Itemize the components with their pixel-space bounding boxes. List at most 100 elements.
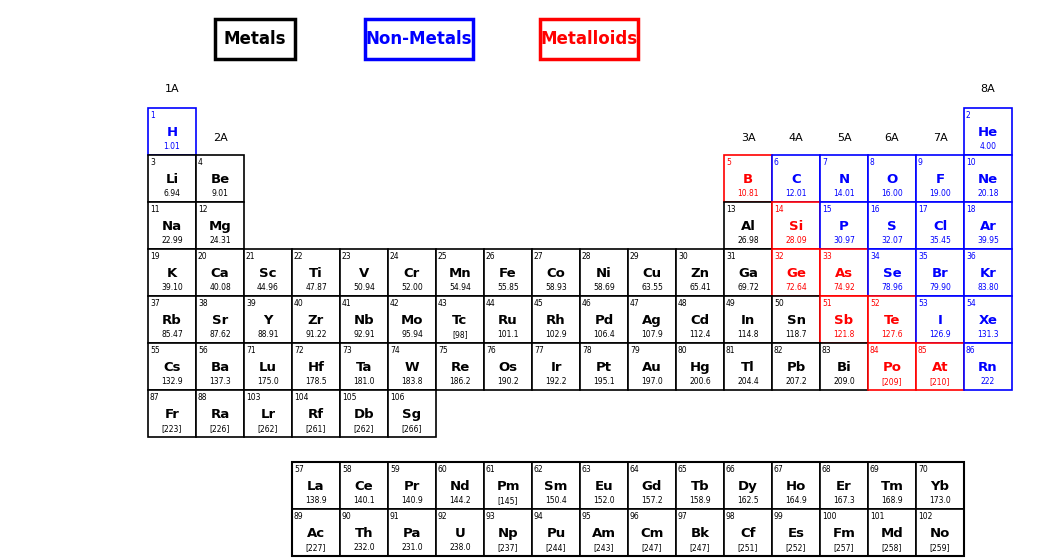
Text: In: In bbox=[741, 314, 755, 327]
Text: La: La bbox=[307, 480, 325, 493]
Bar bbox=[532, 343, 580, 390]
Text: Ga: Ga bbox=[739, 267, 757, 280]
Text: 7: 7 bbox=[822, 158, 827, 167]
Text: 32.07: 32.07 bbox=[882, 236, 903, 245]
Text: Metals: Metals bbox=[224, 30, 286, 48]
Bar bbox=[148, 390, 196, 437]
Bar bbox=[820, 509, 868, 556]
Text: Pr: Pr bbox=[404, 480, 420, 493]
Text: H: H bbox=[166, 126, 178, 139]
Bar bbox=[916, 462, 964, 509]
Text: Er: Er bbox=[836, 480, 852, 493]
Text: [262]: [262] bbox=[353, 424, 375, 433]
Bar bbox=[148, 343, 196, 390]
Text: [145]: [145] bbox=[498, 496, 519, 505]
Bar bbox=[580, 249, 628, 296]
Text: 8: 8 bbox=[870, 158, 875, 167]
Text: [261]: [261] bbox=[306, 424, 326, 433]
Text: [262]: [262] bbox=[258, 424, 278, 433]
Bar bbox=[532, 509, 580, 556]
Text: Sb: Sb bbox=[834, 314, 853, 327]
Text: Am: Am bbox=[592, 527, 616, 540]
Text: Tm: Tm bbox=[881, 480, 904, 493]
Text: 78.96: 78.96 bbox=[882, 283, 903, 292]
Text: Th: Th bbox=[355, 527, 373, 540]
Text: Xe: Xe bbox=[978, 314, 997, 327]
Text: [266]: [266] bbox=[402, 424, 422, 433]
Bar bbox=[148, 108, 196, 155]
Text: Cu: Cu bbox=[643, 267, 662, 280]
Text: Fm: Fm bbox=[832, 527, 855, 540]
Text: Cm: Cm bbox=[641, 527, 664, 540]
Text: Fe: Fe bbox=[500, 267, 517, 280]
Text: 16.00: 16.00 bbox=[882, 189, 903, 198]
Text: 71: 71 bbox=[246, 346, 256, 355]
Text: 69.72: 69.72 bbox=[737, 283, 758, 292]
Text: 60: 60 bbox=[438, 465, 448, 474]
Bar bbox=[628, 249, 676, 296]
Bar bbox=[292, 343, 340, 390]
Text: He: He bbox=[978, 126, 998, 139]
Text: Pa: Pa bbox=[403, 527, 421, 540]
Text: S: S bbox=[887, 220, 896, 233]
Bar bbox=[244, 343, 292, 390]
Bar bbox=[580, 343, 628, 390]
Text: Ti: Ti bbox=[309, 267, 323, 280]
Text: 91.22: 91.22 bbox=[305, 330, 327, 339]
Text: 131.3: 131.3 bbox=[977, 330, 998, 339]
Text: 7A: 7A bbox=[933, 133, 948, 143]
Bar bbox=[820, 249, 868, 296]
Text: 6A: 6A bbox=[885, 133, 899, 143]
Bar bbox=[916, 155, 964, 202]
Text: 152.0: 152.0 bbox=[593, 496, 614, 505]
Text: U: U bbox=[454, 527, 465, 540]
Text: B: B bbox=[743, 173, 753, 186]
Bar bbox=[724, 343, 772, 390]
Text: 181.0: 181.0 bbox=[353, 377, 375, 386]
Bar bbox=[388, 343, 436, 390]
Text: Cl: Cl bbox=[933, 220, 947, 233]
Text: Al: Al bbox=[741, 220, 755, 233]
Bar bbox=[724, 509, 772, 556]
Text: 24: 24 bbox=[390, 252, 400, 261]
Text: 231.0: 231.0 bbox=[401, 543, 423, 552]
Text: 204.4: 204.4 bbox=[737, 377, 758, 386]
Bar bbox=[964, 108, 1012, 155]
Bar bbox=[244, 296, 292, 343]
Bar bbox=[868, 462, 916, 509]
Bar bbox=[215, 19, 295, 59]
Text: Hg: Hg bbox=[690, 361, 710, 374]
Text: 72.64: 72.64 bbox=[785, 283, 807, 292]
Text: 158.9: 158.9 bbox=[689, 496, 711, 505]
Bar bbox=[484, 462, 532, 509]
Bar bbox=[964, 296, 1012, 343]
Text: 173.0: 173.0 bbox=[929, 496, 951, 505]
Text: 34: 34 bbox=[870, 252, 879, 261]
Text: [243]: [243] bbox=[593, 543, 614, 552]
Text: 17: 17 bbox=[918, 205, 928, 214]
Text: 8A: 8A bbox=[980, 84, 995, 94]
Text: 53: 53 bbox=[918, 299, 928, 308]
Bar bbox=[724, 296, 772, 343]
Text: Rh: Rh bbox=[546, 314, 566, 327]
Bar bbox=[868, 509, 916, 556]
Text: 96: 96 bbox=[630, 512, 640, 521]
Bar bbox=[196, 343, 244, 390]
Text: 100: 100 bbox=[822, 512, 836, 521]
Text: 50.94: 50.94 bbox=[353, 283, 375, 292]
Text: Zr: Zr bbox=[308, 314, 324, 327]
Bar bbox=[628, 509, 676, 556]
Text: Ta: Ta bbox=[356, 361, 372, 374]
Text: Fr: Fr bbox=[164, 408, 180, 421]
Text: 45: 45 bbox=[534, 299, 544, 308]
Text: 49: 49 bbox=[726, 299, 735, 308]
Text: 70: 70 bbox=[918, 465, 928, 474]
Text: 80: 80 bbox=[677, 346, 688, 355]
Bar bbox=[540, 19, 638, 59]
Text: 19: 19 bbox=[150, 252, 160, 261]
Bar bbox=[340, 390, 388, 437]
Text: Ge: Ge bbox=[786, 267, 806, 280]
Text: Au: Au bbox=[642, 361, 662, 374]
Text: 36: 36 bbox=[966, 252, 976, 261]
Bar bbox=[484, 249, 532, 296]
